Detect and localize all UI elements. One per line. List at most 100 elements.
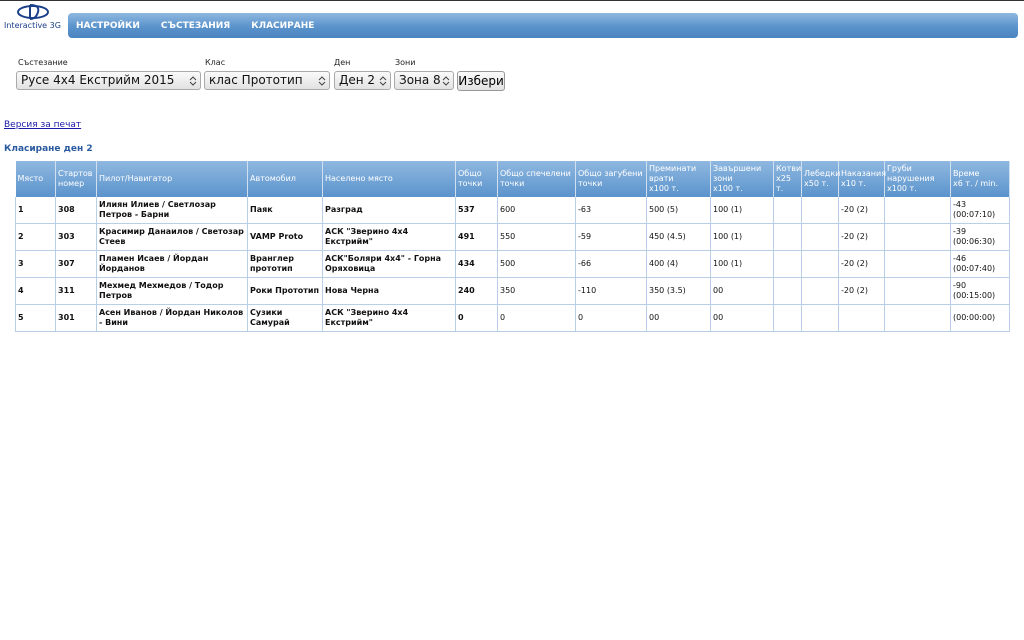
table-cell: 5 <box>15 304 56 332</box>
select-value: клас Прототип <box>209 73 303 87</box>
table-cell: 500 (5) <box>646 197 711 224</box>
table-cell: 434 <box>455 250 498 278</box>
table-cell: 100 (1) <box>710 250 774 278</box>
table-cell: Мехмед Мехмедов / Тодор Петров <box>96 277 248 305</box>
table-cell: Асен Иванов / Йордан Николов - Вини <box>96 304 248 332</box>
table-cell: Роки Прототип <box>247 277 323 305</box>
filter-label: Състезание <box>18 58 68 67</box>
select-value: Русе 4x4 Екстрийм 2015 <box>21 73 175 87</box>
table-cell: Вранглер прототип <box>247 250 323 278</box>
column-header: Лебедки x50 т. <box>801 161 841 197</box>
column-label: Място <box>17 174 44 183</box>
nav-item[interactable]: СЪСТЕЗАНИЯ <box>160 20 231 31</box>
table-cell: АСК "Зверино 4x4 Екстрийм" <box>322 223 456 251</box>
table-row: 5 301 Асен Иванов / Йордан Николов - Вини С… <box>15 304 1010 332</box>
table-cell: Паяк <box>247 197 323 224</box>
column-label: Лебедки <box>804 169 841 178</box>
table-cell: 1 <box>15 197 56 224</box>
table-cell: 0 <box>497 304 576 332</box>
column-label: Стартов номер <box>58 169 93 188</box>
column-unit: x100 т. <box>887 184 917 193</box>
filter-label: Клас <box>205 58 226 67</box>
column-header: Котви x25 т. <box>773 161 802 197</box>
table-cell: 350 (3.5) <box>646 277 711 305</box>
table-cell: -20 (2) <box>838 223 885 251</box>
table-cell: Разград <box>322 197 456 224</box>
column-header: Общо точки <box>455 161 498 197</box>
select[interactable]: Ден 2 <box>334 71 391 90</box>
table-cell: 301 <box>55 304 97 332</box>
select[interactable]: клас Прототип <box>204 71 330 90</box>
table-cell: 350 <box>497 277 576 305</box>
table-cell <box>801 304 839 332</box>
table-cell: Сузики Самурай <box>247 304 323 332</box>
select-arrow <box>318 76 326 86</box>
table-cell: 537 <box>455 197 498 224</box>
table-cell <box>773 304 802 332</box>
table-cell: Пламен Исаев / Йордан Йорданов <box>96 250 248 278</box>
column-label: Населено място <box>325 174 393 183</box>
submit-button[interactable]: Избери <box>457 71 505 91</box>
table-cell: 3 <box>15 250 56 278</box>
table-cell <box>773 197 802 224</box>
column-header: Време x6 т. / min. <box>950 161 1010 197</box>
logo-text: Interactive 3G <box>4 21 61 30</box>
table-cell: АСК "Зверино 4x4 Екстрийм" <box>322 304 456 332</box>
table-cell <box>884 277 951 305</box>
select[interactable]: Зона 8 <box>394 71 454 90</box>
table-cell <box>801 277 839 305</box>
table-cell: 450 (4.5) <box>646 223 711 251</box>
table-row: 4 311 Мехмед Мехмедов / Тодор Петров Роки П… <box>15 277 1010 305</box>
results-table: Място Стартов номер Пилот/Навигатор Автомоб… <box>15 161 1010 332</box>
nav-item[interactable]: КЛАСИРАНЕ <box>251 20 315 31</box>
filter-label: Зони <box>395 58 416 67</box>
table-cell: -63 <box>575 197 647 224</box>
table-cell <box>884 197 951 224</box>
table-cell: -59 <box>575 223 647 251</box>
logo[interactable]: Interactive 3G <box>4 3 64 33</box>
column-label: Общо загубени точки <box>578 169 643 188</box>
column-unit: x100 т. <box>713 184 743 193</box>
table-cell: -20 (2) <box>838 277 885 305</box>
column-header: Общо спечелени точки <box>497 161 576 197</box>
table-cell: 308 <box>55 197 97 224</box>
select[interactable]: Русе 4x4 Екстрийм 2015 <box>16 71 201 90</box>
table-cell <box>801 250 839 278</box>
table-cell: Нова Черна <box>322 277 456 305</box>
column-label: Завършени зони <box>713 164 762 183</box>
column-header: Наказания x10 т. <box>838 161 886 197</box>
select-arrow <box>379 76 387 86</box>
filter-label: Ден <box>334 58 351 67</box>
header-row: Място Стартов номер Пилот/Навигатор Автомоб… <box>15 161 1010 197</box>
table-cell: -110 <box>575 277 647 305</box>
column-header: Груби нарушения x100 т. <box>884 161 951 197</box>
logo-icon <box>17 4 49 20</box>
column-header: Населено място <box>322 161 456 197</box>
table-cell <box>801 197 839 224</box>
table-cell: 240 <box>455 277 498 305</box>
column-header: Общо загубени точки <box>575 161 647 197</box>
table-cell <box>884 304 951 332</box>
table-cell: 500 <box>497 250 576 278</box>
table-cell: 00 <box>646 304 711 332</box>
column-label: Автомобил <box>250 174 296 183</box>
nav-item[interactable]: НАСТРОЙКИ <box>76 20 140 31</box>
table-cell: Красимир Данаилов / Светозар Стеев <box>96 223 248 251</box>
table-cell: (00:00:00) <box>950 304 1010 332</box>
table-cell: -39 (00:06:30) <box>950 223 1010 251</box>
table-cell: 311 <box>55 277 97 305</box>
table-cell: 550 <box>497 223 576 251</box>
column-header: Място <box>15 161 56 197</box>
column-label: Време <box>953 169 980 178</box>
column-label: Преминати врати <box>649 164 697 183</box>
print-link[interactable]: Версия за печат <box>4 120 82 130</box>
column-label: Котви <box>776 164 802 173</box>
table-cell: -66 <box>575 250 647 278</box>
column-label: Пилот/Навигатор <box>99 174 173 183</box>
table-cell: 00 <box>710 277 774 305</box>
column-unit: x6 т. / min. <box>953 179 998 188</box>
table-cell <box>773 223 802 251</box>
table-cell: -90 (00:15:00) <box>950 277 1010 305</box>
column-unit: x25 т. <box>776 174 791 193</box>
